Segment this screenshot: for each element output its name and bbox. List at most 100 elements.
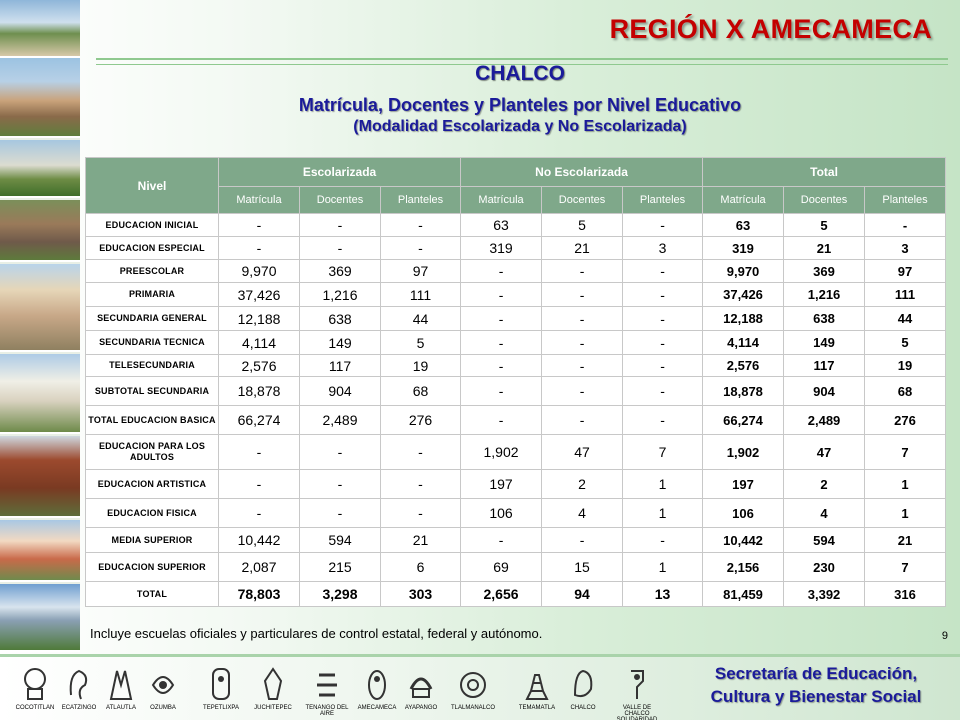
cell-no-escolarizada-planteles: - <box>622 330 704 355</box>
cell-escolarizada-docentes: 638 <box>299 306 381 331</box>
secretaria-line-1: Secretaría de Educación, <box>714 664 918 683</box>
glyph-icon <box>525 674 549 700</box>
region-title: REGIÓN X AMECAMECA <box>609 14 932 44</box>
cell-escolarizada-matricula: 78,803 <box>218 581 300 607</box>
table-row: TOTAL 78,803 3,298 303 2,656 94 13 81,459 3,392 3… <box>85 581 947 607</box>
cell-no-escolarizada-matricula: - <box>460 354 543 377</box>
cell-no-escolarizada-docentes: 2 <box>541 469 624 499</box>
header-rule-bottom <box>96 64 948 65</box>
photo-strip <box>0 0 80 652</box>
cell-total-planteles: 111 <box>864 282 947 307</box>
table-row: SECUNDARIA TECNICA 4,114 149 5- - -4,114 149 5 <box>85 330 947 355</box>
cell-total-planteles: 1 <box>864 469 947 499</box>
municipality-label: ATLAUTLA <box>106 705 136 711</box>
cell-no-escolarizada-matricula: 319 <box>460 236 543 260</box>
cell-no-escolarizada-matricula: - <box>460 282 543 307</box>
cell-escolarizada-matricula: 12,188 <box>218 306 300 331</box>
cell-escolarizada-matricula: 18,878 <box>218 376 300 406</box>
cell-total-docentes: 149 <box>783 330 866 355</box>
cell-no-escolarizada-docentes: - <box>541 527 624 553</box>
cell-escolarizada-planteles: - <box>379 498 462 528</box>
cell-no-escolarizada-docentes: - <box>541 306 624 331</box>
cell-no-escolarizada-planteles: 7 <box>622 434 704 470</box>
cell-total-planteles: 44 <box>864 306 947 331</box>
cell-escolarizada-docentes: 149 <box>299 330 381 355</box>
glyph-icon <box>631 670 644 699</box>
cell-total-matricula: 106 <box>702 498 785 528</box>
cell-no-escolarizada-docentes: 15 <box>541 552 624 582</box>
cell-escolarizada-docentes: - <box>299 498 381 528</box>
cell-total-planteles: - <box>864 213 947 237</box>
cell-total-matricula: 319 <box>702 236 785 260</box>
municipality-label: TENANGO DEL AIRE <box>305 705 349 717</box>
cell-total-matricula: 18,878 <box>702 376 785 406</box>
cell-no-escolarizada-planteles: 1 <box>622 469 704 499</box>
cell-total-planteles: 19 <box>864 354 947 377</box>
cell-no-escolarizada-docentes: - <box>541 282 624 307</box>
table-row: PRIMARIA 37,426 1,216 111- - -37,426 1,216 111 <box>85 282 947 307</box>
page-subtitle: (Modalidad Escolarizada y No Escolarizad… <box>353 118 687 135</box>
cell-total-docentes: 5 <box>783 213 866 237</box>
cell-no-escolarizada-planteles: - <box>622 376 704 406</box>
column-header-docentes: Docentes <box>299 186 381 214</box>
cell-total-docentes: 2,489 <box>783 405 866 435</box>
cell-escolarizada-docentes: 3,298 <box>299 581 381 607</box>
cell-total-matricula: 1,902 <box>702 434 785 470</box>
header-rule-top <box>96 58 948 60</box>
cell-total-planteles: 276 <box>864 405 947 435</box>
cell-total-planteles: 5 <box>864 330 947 355</box>
municipality-glyph: ATLAUTLA <box>94 665 148 711</box>
table-row: SECUNDARIA GENERAL 12,188 638 44- - -12,188 63… <box>85 306 947 331</box>
cell-total-matricula: 66,274 <box>702 405 785 435</box>
cell-no-escolarizada-matricula: - <box>460 259 543 283</box>
cell-no-escolarizada-planteles: - <box>622 259 704 283</box>
municipality-label: JUCHITEPEC <box>254 705 292 711</box>
cell-total-docentes: 230 <box>783 552 866 582</box>
photo-ruins <box>0 200 80 262</box>
row-level-label: SUBTOTAL SECUNDARIA <box>85 376 219 406</box>
municipality-label: CHALCO <box>570 705 596 711</box>
table-row: EDUCACION ESPECIAL - - -319 21 3 319 21 3 <box>85 236 947 260</box>
cell-no-escolarizada-docentes: 5 <box>541 213 624 237</box>
cell-no-escolarizada-matricula: - <box>460 405 543 435</box>
cell-no-escolarizada-planteles: 1 <box>622 552 704 582</box>
column-header-docentes: Docentes <box>783 186 866 214</box>
municipality-glyph: TLALMANALCO <box>446 665 500 711</box>
glyph-icon <box>368 670 386 700</box>
photo-brick-house <box>0 436 80 518</box>
column-header-matricula: Matrícula <box>460 186 543 214</box>
municipality-glyph: ECATZINGO <box>52 665 106 711</box>
cell-no-escolarizada-matricula: 197 <box>460 469 543 499</box>
cell-no-escolarizada-planteles: - <box>622 213 704 237</box>
row-level-label: TOTAL <box>85 581 219 607</box>
cell-escolarizada-docentes: 2,489 <box>299 405 381 435</box>
cell-escolarizada-docentes: 1,216 <box>299 282 381 307</box>
cell-escolarizada-docentes: - <box>299 434 381 470</box>
cell-no-escolarizada-matricula: 2,656 <box>460 581 543 607</box>
secretaria-line-2: Cultura y Bienestar Social <box>710 687 922 706</box>
column-group-no-escolarizada: No Escolarizada <box>460 157 704 187</box>
cell-no-escolarizada-docentes: - <box>541 259 624 283</box>
cell-escolarizada-matricula: 66,274 <box>218 405 300 435</box>
cell-escolarizada-matricula: - <box>218 498 300 528</box>
cell-escolarizada-docentes: - <box>299 469 381 499</box>
cell-no-escolarizada-planteles: 3 <box>622 236 704 260</box>
column-header-matricula: Matrícula <box>702 186 785 214</box>
cell-total-planteles: 21 <box>864 527 947 553</box>
page-number: 9 <box>941 630 948 642</box>
column-header-planteles: Planteles <box>864 186 947 214</box>
municipality-glyph: TEPETLIXPA <box>194 665 248 711</box>
table-row: EDUCACION INICIAL - - -63 5-63 5- <box>85 213 947 237</box>
cell-escolarizada-matricula: - <box>218 236 300 260</box>
cell-escolarizada-docentes: - <box>299 213 381 237</box>
cell-escolarizada-planteles: - <box>379 213 462 237</box>
cell-total-matricula: 2,576 <box>702 354 785 377</box>
cell-no-escolarizada-docentes: 21 <box>541 236 624 260</box>
footer-bar: COCOTITLAN ECATZINGO ATLAUTLA OZUMBA TEPETLI… <box>0 654 960 720</box>
table-row: EDUCACION PARA LOS ADULTOS - - -1,902 47 7 1,9… <box>85 434 947 470</box>
cell-escolarizada-matricula: 2,576 <box>218 354 300 377</box>
row-level-label: PRIMARIA <box>85 282 219 307</box>
municipality-label: AYAPANGO <box>404 705 438 711</box>
cell-escolarizada-docentes: 215 <box>299 552 381 582</box>
cell-escolarizada-matricula: 2,087 <box>218 552 300 582</box>
